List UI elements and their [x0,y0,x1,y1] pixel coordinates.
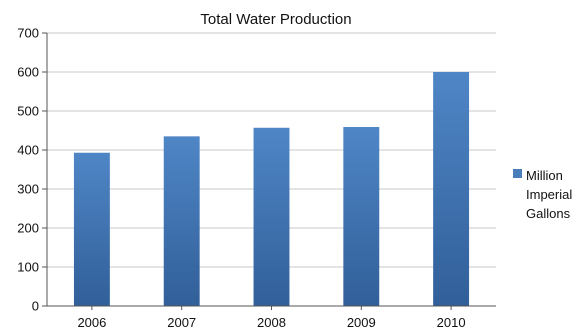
x-tick-label-2008: 2008 [257,315,286,330]
legend: Million Imperial Gallons [513,168,572,221]
bar-2010 [433,72,470,306]
x-tick-label-2010: 2010 [437,315,466,330]
y-tick-label: 0 [32,299,39,314]
bar-2006 [73,152,110,306]
legend-label-line-1: Million [526,168,563,183]
x-tick-label-2009: 2009 [347,315,376,330]
x-axis-ticks: 2006 2007 2008 2009 2010 [77,306,466,330]
legend-label-line-2: Imperial [526,187,572,202]
y-tick-label: 700 [17,26,39,41]
bars [73,72,470,307]
bar-2009 [343,126,380,307]
legend-swatch [513,169,522,178]
y-tick-label: 500 [17,104,39,119]
y-tick-label: 300 [17,182,39,197]
chart-title: Total Water Production [200,11,351,28]
legend-label-line-3: Gallons [526,206,571,221]
y-axis-ticks: 0 100 200 300 400 500 600 700 [17,26,47,314]
bar-2008 [253,127,290,307]
y-tick-label: 200 [17,221,39,236]
y-tick-label: 600 [17,65,39,80]
y-tick-label: 100 [17,260,39,275]
bar-2007 [163,136,200,306]
x-tick-label-2006: 2006 [77,315,106,330]
x-tick-label-2007: 2007 [167,315,196,330]
y-tick-label: 400 [17,143,39,158]
